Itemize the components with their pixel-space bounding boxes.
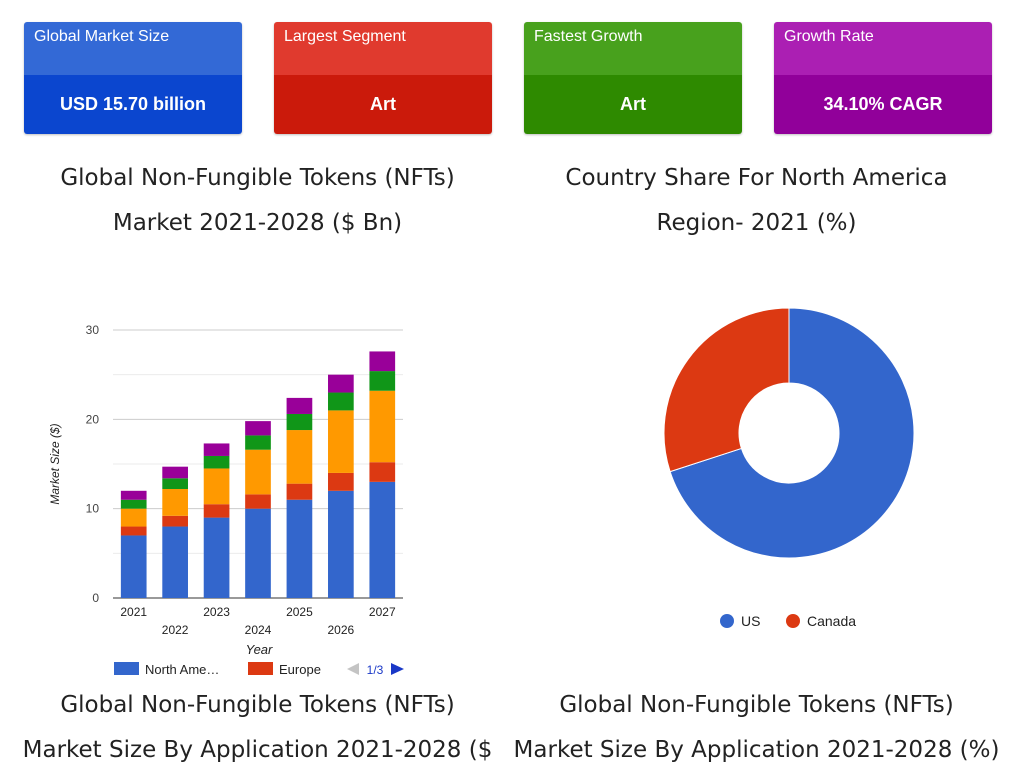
bar-segment[interactable] [203,455,230,469]
bar-segment[interactable] [369,462,396,482]
stacked-bar-chart: 0 10 20 30 2021 2022 2023 2024 2025 2026 2027 Mar… [48,323,404,677]
bar-segment[interactable] [245,435,271,450]
bar-segment[interactable] [245,421,271,436]
title-line: Market Size By Application 2021-2028 (%) [513,737,1000,763]
bar-segment[interactable] [328,472,354,491]
bar-segment[interactable] [162,526,188,598]
bar-segment[interactable] [162,489,188,516]
bar-segment[interactable] [245,449,271,495]
y-axis-label: Market Size ($) [48,423,62,504]
x-tick-label: 2024 [245,623,272,637]
application-percent-title: Global Non-Fungible Tokens (NFTs) Market… [500,683,1013,773]
kpi-card-largest-segment: Largest Segment Art [274,22,492,134]
y-tick-label: 30 [86,323,100,337]
donut-slice[interactable] [663,307,790,473]
bar-segment[interactable] [162,515,188,527]
bar-segment[interactable] [203,443,230,456]
legend-swatch-canada [786,614,800,628]
x-tick-label: 2026 [328,623,355,637]
legend-next-page-icon[interactable] [391,663,404,675]
application-usd-title: Global Non-Fungible Tokens (NFTs) Market… [0,683,515,773]
bar-segment[interactable] [328,392,354,411]
legend-page-indicator: 1/3 [367,663,384,677]
market-chart-title: Global Non-Fungible Tokens (NFTs) Market… [0,156,515,246]
kpi-card-header: Largest Segment [274,22,492,75]
kpi-card-header: Fastest Growth [524,22,742,75]
bar-segment[interactable] [286,430,313,484]
bar-segment[interactable] [369,390,396,463]
kpi-card-fastest-growth: Fastest Growth Art [524,22,742,134]
bar-segment[interactable] [203,504,230,518]
kpi-card-value: Art [274,75,492,134]
bar-segment[interactable] [286,499,313,598]
bar-segment[interactable] [369,351,396,372]
kpi-card-value: Art [524,75,742,134]
y-tick-label: 10 [86,502,100,516]
title-line: Market 2021-2028 ($ Bn) [112,210,403,236]
bar-segment[interactable] [369,481,396,598]
title-line: Global Non-Fungible Tokens (NFTs) [60,165,455,191]
title-line: Market Size By Application 2021-2028 ($ [22,737,493,763]
bar-segment[interactable] [328,410,354,473]
donut-slices [663,307,915,559]
bar-segment[interactable] [120,535,147,598]
bar-segment[interactable] [328,490,354,598]
x-tick-label: 2025 [286,605,313,619]
x-tick-labels: 2021 2022 2023 2024 2025 2026 2027 [120,605,396,637]
y-tick-label: 0 [92,591,99,605]
kpi-card-header: Growth Rate [774,22,992,75]
bar-segment[interactable] [286,397,313,414]
x-tick-label: 2021 [120,605,147,619]
bar-segment[interactable] [120,499,147,509]
bar-segment[interactable] [328,374,354,393]
bar-segment[interactable] [162,478,188,490]
bars [120,351,396,598]
x-axis-label: Year [246,642,273,657]
legend-label-canada[interactable]: Canada [807,613,856,629]
bar-segment[interactable] [245,494,271,509]
country-share-title: Country Share For North America Region- … [500,156,1013,246]
bar-segment[interactable] [203,517,230,598]
bar-segment[interactable] [286,483,313,500]
bar-segment[interactable] [162,466,188,479]
kpi-card-value: USD 15.70 billion [24,75,242,134]
bar-legend: North Ame… Europe 1/3 [114,662,404,677]
title-line: Country Share For North America [565,165,948,191]
title-line: Global Non-Fungible Tokens (NFTs) [60,692,455,718]
title-line: Global Non-Fungible Tokens (NFTs) [559,692,954,718]
bar-segment[interactable] [286,413,313,431]
x-tick-label: 2027 [369,605,396,619]
legend-swatch-north-america [114,662,139,675]
donut-slice[interactable] [669,307,915,559]
bar-segment[interactable] [120,508,147,527]
y-tick-labels: 0 10 20 30 [86,323,100,605]
bar-segment[interactable] [369,371,396,391]
kpi-card-growth-rate: Growth Rate 34.10% CAGR [774,22,992,134]
kpi-card-value: 34.10% CAGR [774,75,992,134]
legend-label-north-america[interactable]: North Ame… [145,662,219,677]
legend-label-europe[interactable]: Europe [279,662,321,677]
kpi-card-header: Global Market Size [24,22,242,75]
bar-segment[interactable] [245,508,271,598]
kpi-card-market-size: Global Market Size USD 15.70 billion [24,22,242,134]
x-tick-label: 2022 [162,623,189,637]
legend-swatch-europe [248,662,273,675]
title-line: Region- 2021 (%) [656,210,857,236]
y-tick-label: 20 [86,412,100,426]
bar-segment[interactable] [203,468,230,505]
x-tick-label: 2023 [203,605,230,619]
bar-segment[interactable] [120,490,147,500]
legend-prev-page-icon[interactable] [347,663,359,675]
bar-segment[interactable] [120,526,147,536]
legend-swatch-us [720,614,734,628]
legend-label-us[interactable]: US [741,613,760,629]
donut-chart: US Canada [663,307,915,629]
donut-legend: US Canada [720,613,856,629]
